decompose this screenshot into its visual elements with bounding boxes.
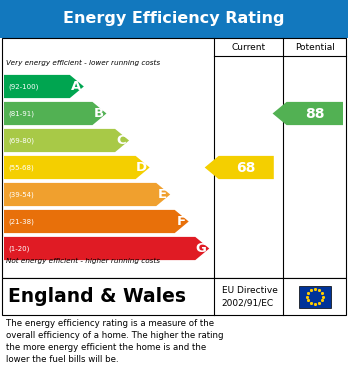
Polygon shape [4,210,189,233]
Polygon shape [272,102,343,125]
Polygon shape [4,102,106,125]
Text: Not energy efficient - higher running costs: Not energy efficient - higher running co… [6,258,160,264]
Text: (92-100): (92-100) [8,83,38,90]
Polygon shape [4,75,84,98]
Text: Current: Current [231,43,265,52]
Polygon shape [4,237,209,260]
Text: 68: 68 [237,160,256,174]
Text: E: E [158,188,167,201]
Text: (1-20): (1-20) [8,245,29,252]
Bar [2,38,346,278]
Polygon shape [4,183,170,206]
Text: (39-54): (39-54) [8,191,34,198]
Text: C: C [117,134,126,147]
Text: Energy Efficiency Rating: Energy Efficiency Rating [63,11,285,27]
Text: (69-80): (69-80) [8,137,34,144]
Polygon shape [4,156,150,179]
Text: England & Wales: England & Wales [8,287,186,306]
Text: (21-38): (21-38) [8,218,34,225]
Text: A: A [71,80,81,93]
Text: G: G [195,242,206,255]
Text: (55-68): (55-68) [8,164,34,171]
Text: EU Directive
2002/91/EC: EU Directive 2002/91/EC [222,286,278,307]
Polygon shape [4,129,129,152]
Text: Potential: Potential [295,43,335,52]
Text: 88: 88 [305,106,325,120]
Text: B: B [93,107,103,120]
Bar [0,0,348,38]
Bar [2,278,346,315]
Text: The energy efficiency rating is a measure of the
overall efficiency of a home. T: The energy efficiency rating is a measur… [6,319,223,364]
Text: Very energy efficient - lower running costs: Very energy efficient - lower running co… [6,60,160,66]
Bar [299,285,331,307]
Polygon shape [205,156,274,179]
Text: (81-91): (81-91) [8,110,34,117]
Text: F: F [176,215,186,228]
Text: D: D [135,161,147,174]
